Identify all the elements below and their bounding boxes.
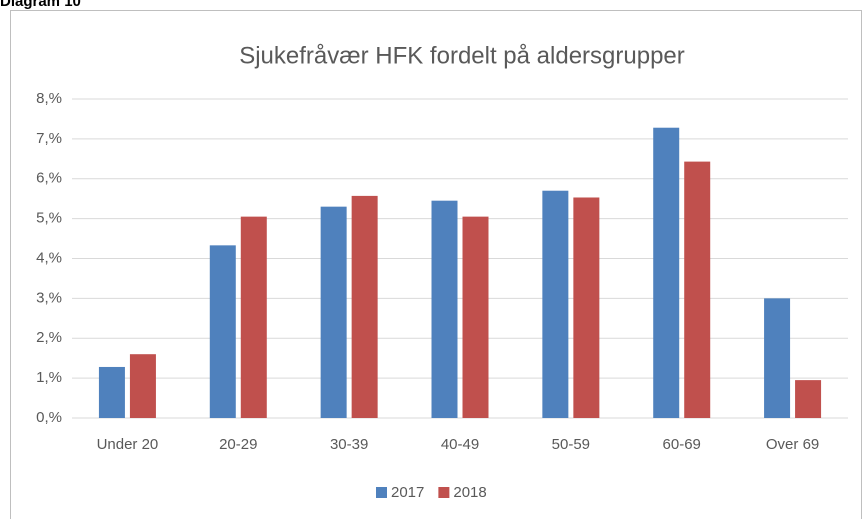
x-tick-label: Under 20 [97,436,159,453]
y-tick-label: 0,% [36,409,62,426]
y-tick-label: 2,% [36,329,62,346]
x-tick-label: 20-29 [219,436,257,453]
bar [240,216,267,418]
legend-swatch [438,487,450,498]
bar [462,216,489,418]
bar [795,380,822,418]
bar [573,197,600,418]
bar [764,298,791,418]
legend-label: 2017 [391,484,424,501]
bar [431,200,458,418]
legend-label: 2018 [453,484,486,501]
x-tick-label: 50-59 [552,436,590,453]
caption: Diagram 10 [0,0,81,10]
y-tick-label: 8,% [36,90,62,107]
x-tick-label: Over 69 [766,436,819,453]
y-tick-label: 6,% [36,170,62,187]
bar [320,206,347,418]
y-tick-label: 1,% [36,369,62,386]
bar [209,245,236,418]
chart-title: Sjukefråvær HFK fordelt på aldersgrupper [239,42,685,69]
bar [98,366,125,418]
bar [351,195,378,418]
bar [684,161,711,418]
bar [653,127,680,419]
y-tick-label: 7,% [36,130,62,147]
bar [129,354,156,418]
x-tick-label: 40-49 [441,436,479,453]
x-tick-label: 30-39 [330,436,368,453]
y-tick-label: 5,% [36,210,62,227]
bar [542,190,569,418]
x-tick-label: 60-69 [663,436,701,453]
y-tick-label: 4,% [36,249,62,266]
legend-swatch [376,487,387,498]
y-tick-label: 3,% [36,289,62,306]
